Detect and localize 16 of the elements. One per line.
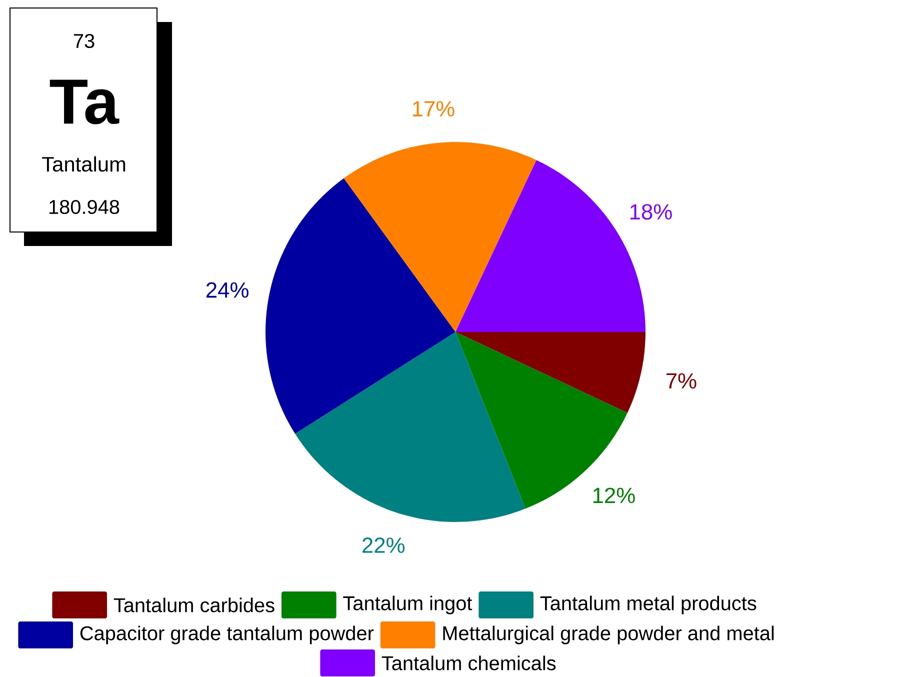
data-label: 24% xyxy=(206,282,248,298)
data-label: 12% xyxy=(593,488,635,504)
legend-label: Tantalum metal products xyxy=(540,596,756,614)
text: 180.948 xyxy=(50,200,120,214)
data-label: 17% xyxy=(412,101,454,116)
legend-label: Tantalum carbides xyxy=(114,598,274,612)
legend-label: Mettalurgical grade powder and metal xyxy=(443,626,774,644)
legend-label: Tantalum ingot xyxy=(343,596,472,614)
legend-label: Capacitor grade tantalum powder xyxy=(80,626,374,644)
text: Tantalum xyxy=(42,156,126,172)
data-label: 7% xyxy=(666,373,696,389)
data-label: 18% xyxy=(630,204,672,220)
data-label: 22% xyxy=(362,537,405,553)
text: 73 xyxy=(74,34,94,48)
legend-label: Tantalum chemicals xyxy=(382,656,556,670)
text: Ta xyxy=(50,80,120,124)
